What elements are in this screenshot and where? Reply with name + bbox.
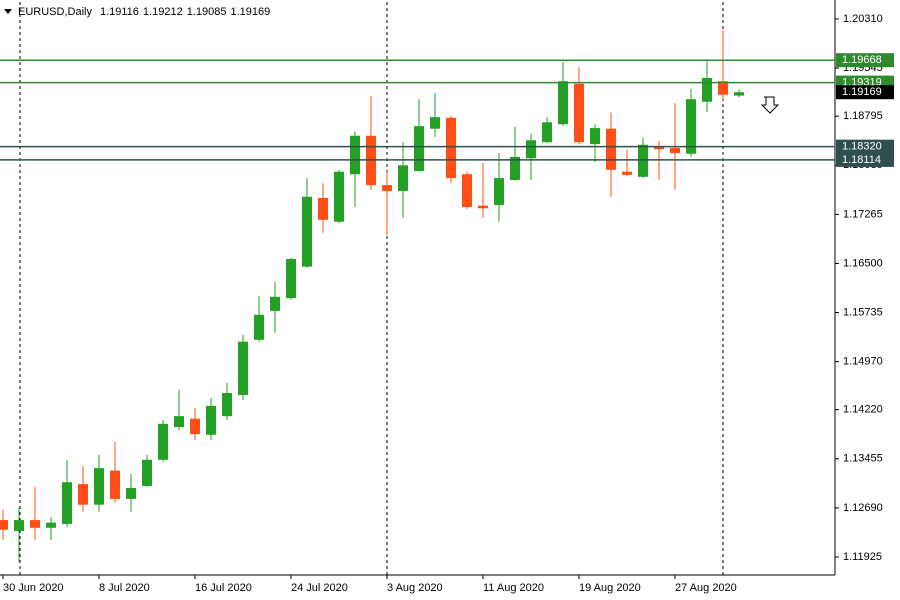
candle-body: [478, 205, 488, 209]
x-tick-label: 16 Jul 2020: [195, 582, 252, 594]
sell-arrow: [760, 96, 780, 114]
candle-body: [174, 416, 184, 428]
candle-body: [606, 128, 616, 170]
candle-body: [398, 165, 408, 191]
x-tick-label: 24 Jul 2020: [291, 582, 348, 594]
level-label: 1.19668: [842, 54, 882, 66]
high-value: 1.19212: [143, 6, 183, 18]
candle-body: [94, 468, 104, 505]
y-tick-label: 1.15735: [843, 306, 883, 318]
candle-body: [46, 522, 56, 528]
open-value: 1.19116: [100, 6, 139, 18]
y-tick-label: 1.11925: [843, 551, 882, 563]
candle-body: [110, 470, 120, 499]
x-tick-label: 11 Aug 2020: [483, 582, 544, 594]
candle-body: [286, 258, 296, 299]
candle-body: [462, 174, 472, 207]
candle-body: [622, 171, 632, 175]
candle-body: [158, 423, 168, 460]
candle-body: [670, 147, 680, 154]
x-tick-label: 30 Jun 2020: [3, 582, 64, 594]
y-tick-label: 1.16500: [843, 257, 883, 269]
low-value: 1.19085: [187, 6, 227, 18]
candle-body: [238, 341, 248, 395]
level-label-box: [836, 152, 894, 167]
candle-body: [206, 405, 216, 435]
last-price-box: [836, 85, 894, 100]
last-price-label: 1.19169: [842, 86, 882, 98]
candle-body: [702, 78, 712, 102]
y-tick-label: 1.13455: [843, 453, 883, 465]
plot: [0, 29, 744, 562]
candle-body: [430, 117, 440, 129]
x-tick-label: 3 Aug 2020: [387, 582, 443, 594]
candle-body: [526, 140, 536, 159]
candle-body: [686, 99, 696, 154]
candle-body: [446, 117, 456, 179]
y-tick-label: 1.14970: [843, 356, 883, 368]
level-label: 1.18320: [842, 141, 882, 153]
candle-body: [0, 520, 8, 530]
candle-body: [254, 314, 264, 340]
chart-header: EURUSD,Daily 1.19116 1.19212 1.19085 1.19169: [18, 6, 270, 18]
candle-body: [542, 122, 552, 143]
candle-body: [302, 196, 312, 267]
menu-triangle: [4, 9, 12, 14]
candle-body: [126, 488, 136, 499]
candle-body: [638, 144, 648, 177]
candle-body: [558, 81, 568, 125]
y-tick-label: 1.17265: [843, 208, 883, 220]
level-label-box: [836, 139, 894, 154]
candle-body: [590, 128, 600, 145]
symbol: EURUSD,Daily: [18, 6, 92, 18]
candle-body: [574, 83, 584, 143]
candle-body: [270, 296, 280, 311]
candle-body: [382, 185, 392, 191]
candle-body: [318, 198, 328, 220]
candle-body: [14, 520, 24, 531]
candle-body: [190, 418, 200, 435]
x-tick-label: 8 Jul 2020: [99, 582, 150, 594]
candle-body: [78, 484, 88, 505]
y-tick-label: 1.14220: [843, 404, 883, 416]
candle-body: [62, 482, 72, 524]
candle-body: [510, 156, 520, 181]
candle-body: [30, 520, 40, 528]
candle-body: [718, 81, 728, 95]
level-label-box: [836, 53, 894, 68]
y-tick-label: 1.20310: [843, 13, 883, 25]
y-tick-label: 1.18795: [843, 110, 883, 122]
candle-body: [350, 135, 360, 175]
candle-body: [654, 146, 664, 150]
candle-body: [414, 126, 424, 172]
candle-body: [142, 459, 152, 487]
x-tick-label: 19 Aug 2020: [579, 582, 641, 594]
close-value: 1.19169: [230, 6, 270, 18]
candle-body: [334, 171, 344, 222]
candle-body: [494, 178, 504, 206]
candle-body: [222, 393, 232, 417]
candle-body: [734, 92, 744, 96]
y-tick-label: 1.12690: [843, 502, 883, 514]
x-tick-label: 27 Aug 2020: [675, 582, 737, 594]
level-label: 1.18114: [842, 154, 881, 166]
